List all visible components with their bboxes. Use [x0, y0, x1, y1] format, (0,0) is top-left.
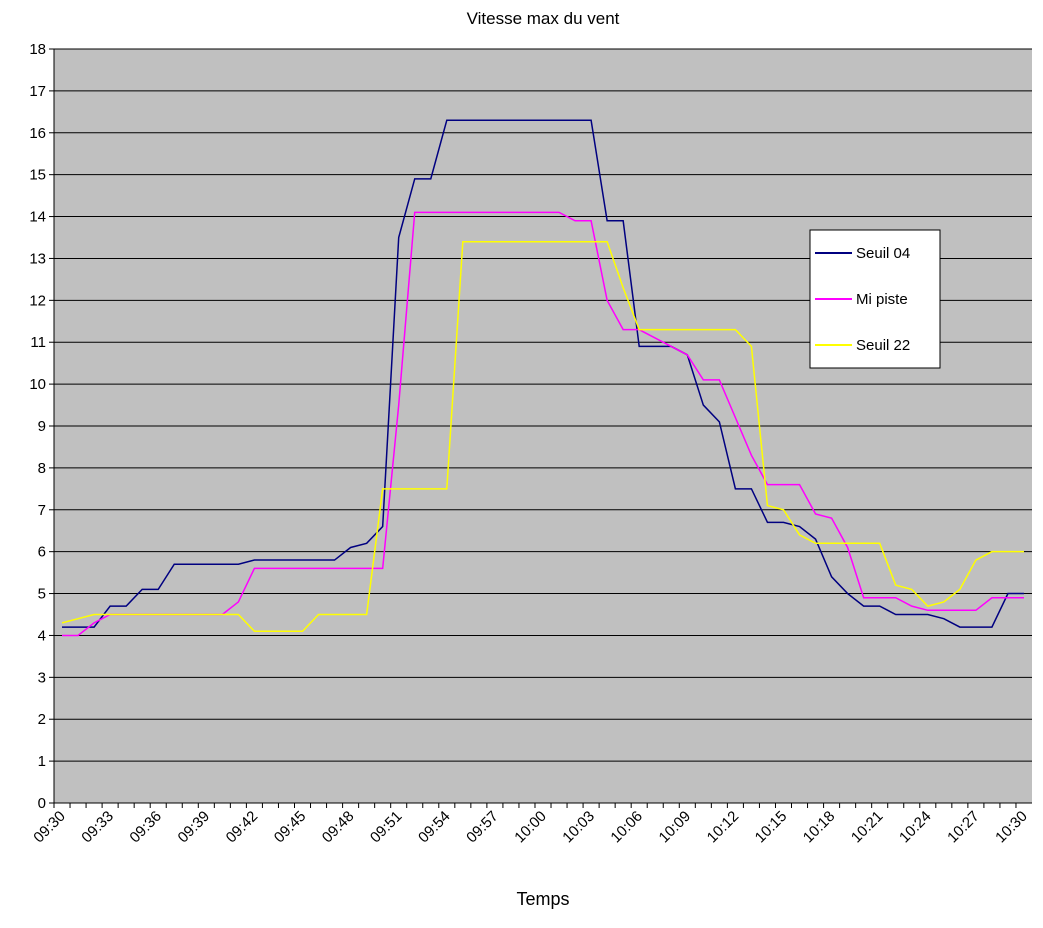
y-tick-label: 0	[38, 795, 46, 812]
x-tick-label: 10:09	[656, 808, 695, 847]
y-tick-label: 12	[29, 292, 46, 309]
x-tick-label: 10:21	[848, 808, 887, 847]
x-tick-label: 10:30	[992, 808, 1031, 847]
legend-label: Mi piste	[856, 291, 908, 308]
x-tick-label: 10:18	[800, 808, 839, 847]
y-tick-label: 11	[30, 334, 46, 351]
x-axis-label: Temps	[516, 889, 569, 909]
x-tick-label: 09:33	[78, 808, 117, 847]
y-tick-label: 3	[38, 669, 46, 686]
y-tick-label: 8	[38, 460, 46, 477]
y-tick-label: 1	[38, 753, 46, 770]
x-tick-label: 09:57	[463, 808, 502, 847]
y-tick-label: 13	[29, 250, 46, 267]
y-tick-label: 7	[38, 502, 46, 519]
x-tick-label: 10:12	[704, 808, 743, 847]
x-tick-label: 09:36	[126, 808, 165, 847]
y-tick-label: 14	[29, 209, 46, 226]
x-tick-label: 09:39	[175, 808, 214, 847]
y-tick-label: 15	[29, 167, 46, 184]
y-tick-label: 6	[38, 544, 46, 561]
x-tick-label: 09:48	[319, 808, 358, 847]
y-tick-label: 10	[29, 376, 46, 393]
x-tick-label: 10:24	[896, 808, 935, 847]
series-line	[61, 240, 1024, 633]
x-tick-label: 10:15	[752, 808, 791, 847]
y-tick-label: 17	[29, 83, 46, 100]
x-tick-label: 09:54	[415, 808, 454, 847]
y-tick-label: 16	[29, 125, 46, 142]
y-tick-label: 9	[38, 418, 46, 435]
legend-label: Seuil 22	[856, 337, 910, 354]
x-tick-label: 10:00	[511, 808, 550, 847]
x-tick-label: 09:42	[223, 808, 262, 847]
y-tick-label: 18	[29, 41, 46, 58]
x-tick-label: 09:51	[367, 808, 406, 847]
x-tick-label: 10:27	[944, 808, 983, 847]
x-tick-label: 10:03	[559, 808, 598, 847]
y-tick-label: 2	[38, 711, 46, 728]
y-tick-label: 5	[38, 586, 46, 603]
x-tick-label: 10:06	[607, 808, 646, 847]
x-tick-label: 09:45	[271, 808, 310, 847]
chart-title: Vitesse max du vent	[467, 9, 620, 28]
series-line	[62, 119, 1024, 628]
legend-label: Seuil 04	[856, 245, 910, 262]
x-tick-label: 09:30	[30, 808, 69, 847]
y-tick-label: 4	[38, 627, 46, 644]
